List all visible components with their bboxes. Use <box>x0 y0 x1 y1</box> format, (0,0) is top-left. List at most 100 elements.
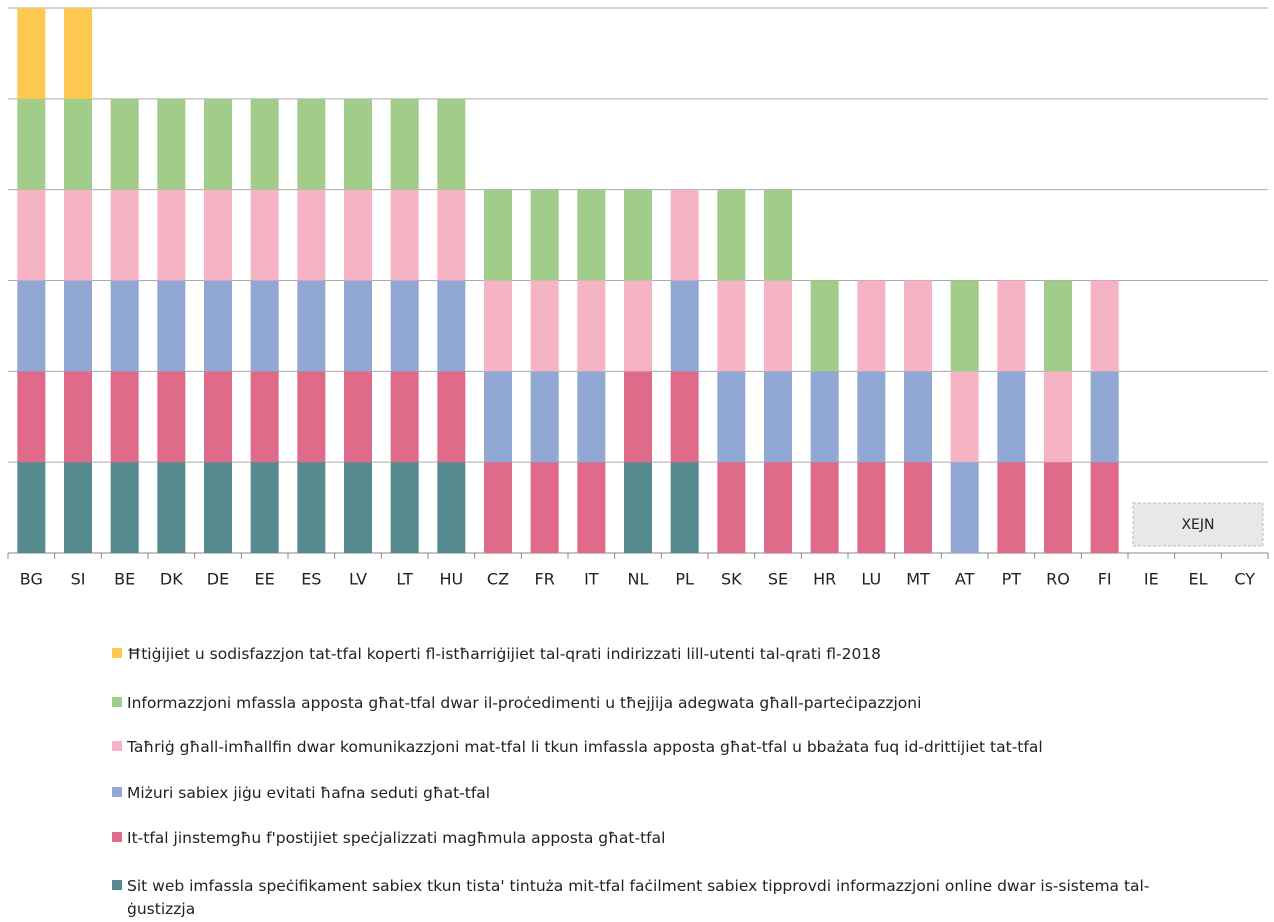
legend-label: Miżuri sabiex jiġu evitati ħafna seduti … <box>127 784 491 802</box>
bar-segment <box>64 8 92 99</box>
bar-segment <box>157 280 186 372</box>
bar-segment <box>670 371 699 463</box>
legend-item: It-tfal jinstemgħu f'postijiet speċjaliz… <box>112 827 1172 850</box>
bar-segment <box>250 189 279 281</box>
bar-segment <box>437 98 466 190</box>
bar-segment <box>484 189 512 281</box>
legend-swatch <box>112 832 122 842</box>
bar-segment <box>344 189 372 281</box>
bar-segment <box>64 371 92 463</box>
bar-segment <box>390 189 419 281</box>
bar-segment <box>577 280 606 372</box>
bar-segment <box>624 371 652 463</box>
bar-segment <box>904 371 932 463</box>
bar-segment <box>157 189 186 281</box>
bar-segment <box>297 371 326 463</box>
bar-segment <box>857 462 886 553</box>
bar-segment <box>857 280 886 372</box>
legend-label: Sit web imfassla speċifikament sabiex tk… <box>127 877 1150 918</box>
bar-segment <box>17 462 46 553</box>
bar-segment <box>344 98 372 190</box>
bar-segment <box>157 371 186 463</box>
bar-segment <box>1044 371 1072 463</box>
bar-segment <box>717 280 746 372</box>
x-tick-label: BE <box>114 570 135 589</box>
legend-label: It-tfal jinstemgħu f'postijiet speċjaliz… <box>127 829 666 847</box>
bar-segment <box>810 280 839 372</box>
bar-segment <box>437 189 466 281</box>
bar-segment <box>624 462 652 553</box>
legend-swatch <box>112 880 122 890</box>
x-tick-label: DE <box>207 570 229 589</box>
bar-segment <box>64 462 92 553</box>
bar-segment <box>344 462 372 553</box>
bar-segment <box>1090 462 1119 553</box>
bar-segment <box>204 98 232 190</box>
bar-segment <box>717 189 746 281</box>
bar-segment <box>157 462 186 553</box>
bar-segment <box>390 462 419 553</box>
bar-segment <box>624 280 652 372</box>
x-tick-label: CZ <box>487 570 509 589</box>
chart: BG SI BE DK DE EE ES LV LT HU CZ FR IT NL PL SK SE HR LU MT… <box>7 7 1269 589</box>
legend-swatch <box>112 787 122 797</box>
bar-segment <box>764 462 792 553</box>
x-tick-label: BG <box>20 570 43 589</box>
bar-segment <box>1090 280 1119 372</box>
bar-segment <box>670 280 699 372</box>
x-tick-label: HU <box>439 570 463 589</box>
bar-segment <box>670 189 699 281</box>
legend-label: Taħriġ għall-imħallfin dwar komunikazzjo… <box>127 738 1043 756</box>
bar-segment <box>344 371 372 463</box>
x-tick-label: ES <box>301 570 321 589</box>
bar-segment <box>624 189 652 281</box>
x-tick-label: LV <box>349 570 367 589</box>
x-tick-label: DK <box>160 570 183 589</box>
bar-segment <box>64 189 92 281</box>
bar-segment <box>250 462 279 553</box>
bar-segment <box>810 462 839 553</box>
bar-segment <box>1044 280 1072 372</box>
x-tick-label: LU <box>861 570 881 589</box>
bar-segment <box>950 280 979 372</box>
x-tick-label: NL <box>628 570 649 589</box>
bar-segment <box>530 189 559 281</box>
bar-segment <box>297 462 326 553</box>
bar-segment <box>437 462 466 553</box>
x-tick-label: FI <box>1098 570 1112 589</box>
bar-segment <box>857 371 886 463</box>
bar-segment <box>577 189 606 281</box>
bar-segment <box>530 462 559 553</box>
legend-label: Informazzjoni mfassla apposta għat-tfal … <box>127 694 922 712</box>
x-tick-label: LT <box>396 570 413 589</box>
bar-segment <box>810 371 839 463</box>
bar-segment <box>250 98 279 190</box>
bar-segment <box>250 371 279 463</box>
x-tick-label: PL <box>675 570 694 589</box>
bar-segment <box>297 189 326 281</box>
bar-segment <box>437 371 466 463</box>
legend-swatch <box>112 648 122 658</box>
annotation-box <box>1132 502 1264 547</box>
x-tick-label: EL <box>1188 570 1207 589</box>
bar-segment <box>64 98 92 190</box>
bar-segment <box>64 280 92 372</box>
bar-segment <box>110 98 139 190</box>
bar-segment <box>1090 371 1119 463</box>
legend-swatch <box>112 697 122 707</box>
bar-segment <box>437 280 466 372</box>
bar-segment <box>904 280 932 372</box>
x-tick-label: RO <box>1046 570 1070 589</box>
x-tick-label: SK <box>721 570 742 589</box>
x-tick-label: PT <box>1002 570 1022 589</box>
bar-segment <box>390 98 419 190</box>
legend-swatch <box>112 741 122 751</box>
bar-segment <box>997 280 1026 372</box>
x-tick-label: HR <box>813 570 836 589</box>
bar-segment <box>344 280 372 372</box>
legend-item: Ħtiġijiet u sodisfazzjon tat-tfal kopert… <box>112 643 1172 666</box>
legend-item: Taħriġ għall-imħallfin dwar komunikazzjo… <box>112 736 1172 759</box>
bar-segment <box>484 462 512 553</box>
legend-item: Miżuri sabiex jiġu evitati ħafna seduti … <box>112 782 1172 805</box>
